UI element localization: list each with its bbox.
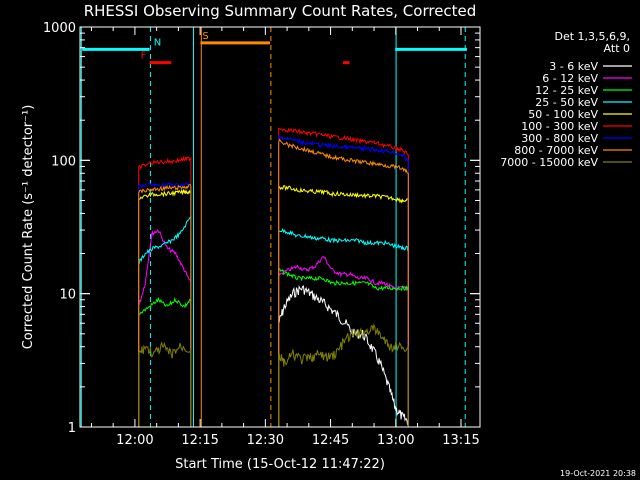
x-axis-label: Start Time (15-Oct-12 11:47:22) — [175, 457, 385, 472]
flag-label-f: F — [141, 51, 147, 62]
series-line-8-seg-2 — [278, 138, 409, 427]
x-tick-label-4: 13:00 — [377, 433, 414, 448]
series-line-1-seg-2 — [278, 284, 409, 427]
y-tick-label-1: 10 — [59, 288, 76, 303]
series-line-7-seg-1 — [138, 181, 192, 427]
legend-label-7: 300 - 800 keV — [521, 132, 598, 145]
legend-label-6: 100 - 300 keV — [521, 120, 598, 133]
x-tick-label-1: 12:15 — [181, 433, 218, 448]
series-line-7-seg-2 — [278, 135, 409, 427]
plot-frame — [79, 26, 481, 428]
legend-header-line-1: Det 1,3,5,6,9, — [554, 30, 630, 43]
series-line-5-seg-1 — [138, 188, 192, 427]
y-tick-label-2: 100 — [51, 154, 76, 169]
series-line-4-seg-2 — [278, 227, 409, 427]
generation-timestamp: 19-Oct-2021 20:38 — [560, 469, 636, 478]
flag-label-n: N — [154, 37, 161, 48]
y-tick-label-3: 1000 — [43, 21, 76, 36]
series-line-9-seg-1 — [138, 341, 192, 427]
legend-label-9: 7000 - 15000 keV — [500, 156, 598, 169]
series-line-3-seg-1 — [138, 296, 192, 427]
y-tick-label-0: 1 — [68, 421, 76, 436]
legend-label-3: 12 - 25 keV — [535, 84, 598, 97]
x-tick-label-2: 12:30 — [247, 433, 284, 448]
series-line-3-seg-2 — [278, 268, 409, 427]
series-line-2-seg-1 — [138, 229, 192, 427]
legend-label-4: 25 - 50 keV — [535, 96, 598, 109]
series-line-9-seg-2 — [278, 323, 409, 427]
legend-label-2: 6 - 12 keV — [542, 72, 598, 85]
series-line-8-seg-1 — [138, 184, 192, 427]
series-line-6-seg-2 — [278, 127, 409, 427]
legend-header-line-2: Att 0 — [604, 42, 630, 55]
series-line-6-seg-1 — [138, 155, 192, 427]
legend-label-5: 50 - 100 keV — [528, 108, 598, 121]
series-line-2-seg-2 — [278, 256, 409, 427]
legend-label-8: 800 - 7000 keV — [514, 144, 598, 157]
x-tick-label-0: 12:00 — [116, 433, 153, 448]
chart-title: RHESSI Observing Summary Count Rates, Co… — [84, 2, 477, 20]
y-axis-label: Corrected Count Rate (s⁻¹ detector⁻¹) — [21, 105, 36, 350]
x-tick-label-3: 12:45 — [312, 433, 349, 448]
x-tick-label-5: 13:15 — [442, 433, 479, 448]
legend-label-1: 3 - 6 keV — [549, 60, 598, 73]
flag-label-s: S — [202, 31, 208, 42]
series-line-5-seg-2 — [278, 185, 409, 427]
series-line-4-seg-1 — [138, 214, 192, 427]
